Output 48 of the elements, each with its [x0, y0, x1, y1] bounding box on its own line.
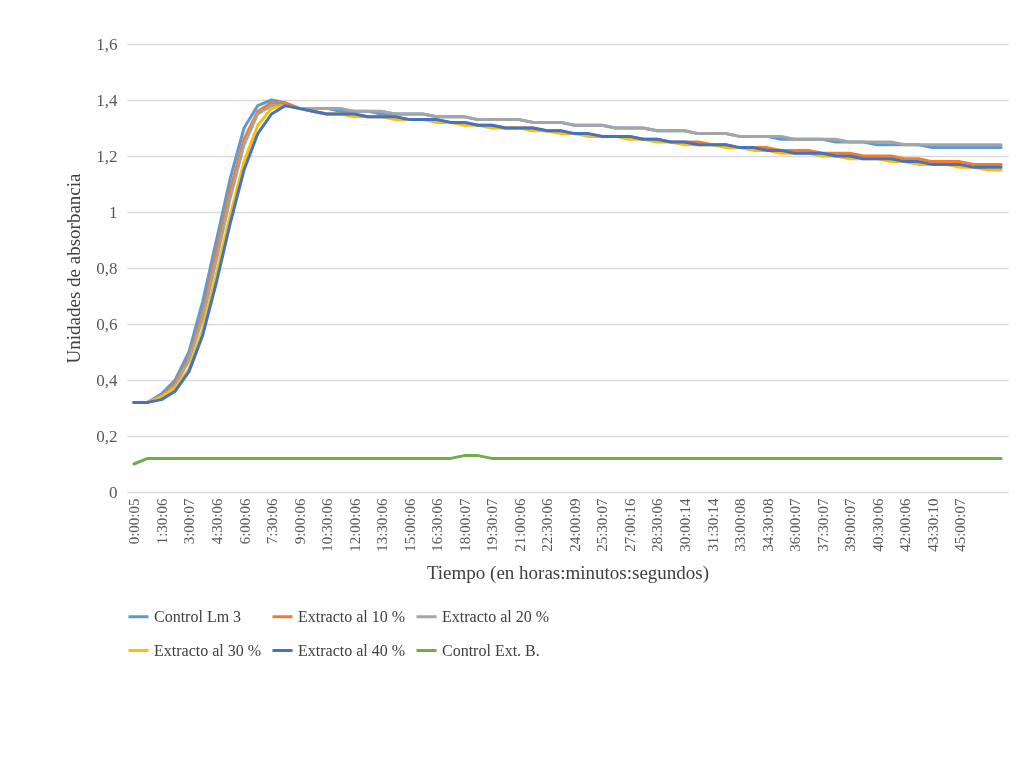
- y-tick-label: 1: [109, 202, 118, 222]
- x-tick-label: 19:30:07: [484, 498, 501, 552]
- y-tick-label: 1,2: [96, 146, 118, 166]
- x-tick-label: 9:00:06: [291, 498, 308, 545]
- x-tick-label: 30:00:14: [677, 498, 694, 552]
- x-tick-label: 34:30:08: [759, 498, 776, 552]
- x-tick-label: 3:00:07: [181, 498, 198, 545]
- x-tick-label: 31:30:14: [704, 498, 721, 552]
- x-tick-label: 33:00:08: [732, 498, 749, 552]
- legend-label: Control Ext. B.: [442, 641, 540, 659]
- x-tick-label: 6:00:06: [236, 498, 253, 545]
- x-tick-label: 25:30:07: [594, 498, 611, 552]
- legend-label: Control Lm 3: [154, 607, 242, 625]
- x-tick-label: 18:00:07: [456, 498, 473, 552]
- x-tick-label: 21:00:06: [511, 498, 528, 552]
- x-tick-label: 36:00:07: [787, 498, 804, 552]
- y-tick-label: 0: [109, 482, 118, 502]
- x-tick-label: 40:30:06: [869, 498, 886, 552]
- x-axis-title: Tiempo (en horas:minutos:segundos): [426, 561, 710, 584]
- x-tick-label: 16:30:06: [429, 498, 446, 552]
- y-tick-label: 0,4: [96, 370, 118, 390]
- x-tick-label: 45:00:07: [952, 498, 969, 552]
- x-tick-label: 0:00:05: [126, 498, 143, 545]
- y-tick-label: 0,2: [96, 426, 118, 446]
- x-tick-label: 7:30:06: [264, 498, 281, 545]
- x-tick-label: 13:30:06: [374, 498, 391, 552]
- y-tick-label: 0,6: [96, 314, 118, 334]
- y-tick-label: 0,8: [96, 258, 118, 278]
- x-tick-label: 37:30:07: [814, 498, 831, 552]
- y-axis-title: Unidades de absorbancia: [63, 172, 85, 364]
- x-tick-label: 4:30:06: [208, 498, 225, 545]
- x-tick-label: 39:00:07: [842, 498, 859, 552]
- x-tick-label: 12:00:06: [346, 498, 363, 552]
- x-tick-label: 28:30:06: [649, 498, 666, 552]
- legend-label: Extracto al 30 %: [154, 641, 262, 659]
- legend-label: Extracto al 10 %: [298, 607, 406, 625]
- x-tick-label: 24:00:09: [566, 498, 583, 552]
- x-tick-label: 22:30:06: [539, 498, 556, 552]
- x-tick-label: 27:00:16: [621, 498, 638, 552]
- x-tick-label: 10:30:06: [319, 498, 336, 552]
- x-tick-label: 15:00:06: [401, 498, 418, 552]
- legend-label: Extracto al 20 %: [442, 607, 550, 625]
- x-tick-label: 42:00:06: [897, 498, 914, 552]
- y-tick-label: 1,4: [96, 90, 118, 110]
- legend-label: Extracto al 40 %: [298, 641, 406, 659]
- x-tick-label: 43:30:10: [924, 498, 941, 552]
- x-tick-label: 1:30:06: [153, 498, 170, 545]
- y-tick-label: 1,6: [96, 34, 118, 54]
